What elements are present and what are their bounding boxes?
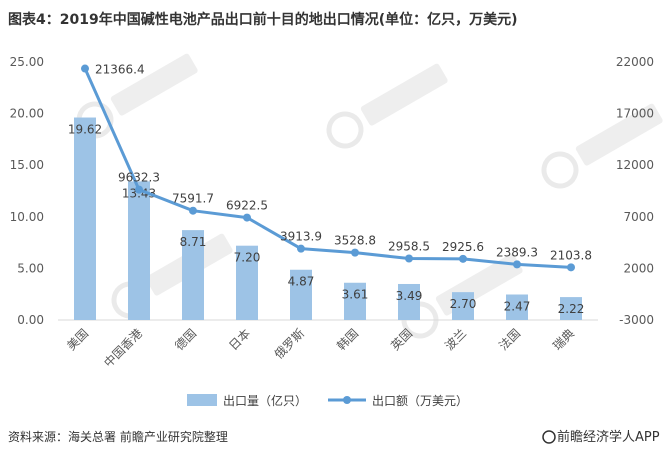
left-axis-tick-label: 0.00 bbox=[17, 313, 44, 327]
category-label: 俄罗斯 bbox=[272, 326, 307, 361]
line-value-label: 2389.3 bbox=[496, 245, 538, 259]
line-value-label: 21366.4 bbox=[95, 63, 145, 77]
line-value-label: 9632.3 bbox=[118, 171, 160, 185]
line-value-label: 3913.9 bbox=[280, 230, 322, 244]
bar-value-label: 2.22 bbox=[558, 302, 585, 316]
bar bbox=[236, 245, 258, 320]
line-point bbox=[189, 206, 197, 215]
brand-name: 前瞻经济学人APP bbox=[557, 429, 660, 445]
right-axis-tick-label: 22000 bbox=[616, 55, 654, 69]
bar-data-labels: 19.6213.438.717.204.873.613.492.702.472.… bbox=[68, 123, 585, 317]
line-data-labels: 21366.4 9632.3 7591.7 6922.5 3913.9 3528.8 295… bbox=[95, 63, 592, 263]
series-line bbox=[83, 67, 572, 269]
right-axis-tick-label: 2000 bbox=[623, 261, 654, 275]
bar-value-label: 2.47 bbox=[504, 300, 531, 314]
watermark-logo-icon bbox=[541, 151, 579, 189]
category-label: 德国 bbox=[172, 326, 200, 354]
chart-title: 图表4：2019年中国碱性电池产品出口前十目的地出口情况(单位：亿只，万美元) bbox=[8, 11, 518, 28]
category-label: 日本 bbox=[226, 326, 253, 353]
bar-series bbox=[74, 117, 582, 320]
line-value-label: 6922.5 bbox=[226, 199, 268, 213]
right-axis-tick-label: -3000 bbox=[619, 313, 654, 327]
category-label: 美国 bbox=[64, 326, 91, 353]
bar bbox=[398, 283, 420, 320]
line-point bbox=[297, 244, 305, 253]
watermark-mark bbox=[110, 53, 198, 116]
left-axis-tick-label: 5.00 bbox=[17, 261, 44, 275]
left-axis-tick-label: 20.00 bbox=[10, 107, 44, 121]
line-point bbox=[459, 254, 467, 263]
line-value-label: 7591.7 bbox=[172, 192, 214, 206]
line-value-label: 2103.8 bbox=[550, 248, 592, 262]
bar-value-label: 3.61 bbox=[342, 288, 369, 302]
line-series bbox=[81, 64, 575, 272]
category-label: 瑞典 bbox=[550, 326, 577, 353]
line-point bbox=[135, 185, 143, 194]
category-label: 波兰 bbox=[442, 326, 469, 353]
line-value-label: 2958.5 bbox=[388, 240, 430, 254]
watermark-mark bbox=[360, 63, 448, 126]
line-point bbox=[513, 260, 521, 269]
left-axis-tick-label: 15.00 bbox=[10, 158, 44, 172]
line-point bbox=[567, 263, 575, 272]
bar bbox=[290, 269, 312, 320]
left-axis-tick-label: 10.00 bbox=[10, 210, 44, 224]
legend: 出口量（亿只） 出口额（万美元） bbox=[187, 393, 468, 408]
line-point bbox=[243, 213, 251, 222]
category-labels: 美国 中国香港 德国 日本 俄罗斯 韩国 英国 波兰 法国 瑞典 bbox=[64, 326, 577, 371]
bar-value-label: 4.87 bbox=[288, 275, 315, 289]
left-y-axis: 0.00 5.00 10.00 15.00 20.00 25.00 bbox=[10, 55, 44, 327]
line-point bbox=[81, 64, 89, 73]
bar-value-label: 2.70 bbox=[450, 297, 477, 311]
right-axis-tick-label: 7000 bbox=[623, 210, 654, 224]
bar-value-label: 19.62 bbox=[68, 123, 102, 137]
bar bbox=[344, 282, 366, 320]
watermark-logo-icon bbox=[326, 111, 364, 149]
left-axis-tick-label: 25.00 bbox=[10, 55, 44, 69]
line-point bbox=[351, 248, 359, 257]
legend-bar-label: 出口量（亿只） bbox=[223, 393, 307, 408]
right-axis-tick-label: 17000 bbox=[616, 107, 654, 121]
bar-value-label: 8.71 bbox=[180, 235, 207, 249]
bar-value-label: 7.20 bbox=[234, 251, 261, 265]
bar-value-label: 3.49 bbox=[396, 289, 423, 303]
legend-bar-swatch bbox=[187, 394, 217, 406]
bar bbox=[452, 292, 474, 320]
bar bbox=[128, 181, 150, 320]
bar bbox=[506, 294, 528, 320]
watermark-mark bbox=[575, 103, 663, 166]
bar bbox=[74, 117, 96, 320]
source-note: 资料来源：海关总署 前瞻产业研究院整理 bbox=[8, 429, 228, 444]
bar bbox=[182, 230, 204, 320]
legend-line-label: 出口额（万美元） bbox=[372, 394, 468, 408]
right-axis-tick-label: 12000 bbox=[616, 158, 654, 172]
category-label: 中国香港 bbox=[101, 326, 146, 371]
bar bbox=[560, 297, 582, 320]
line-value-label: 3528.8 bbox=[334, 234, 376, 248]
brand-mark: 前瞻经济学人APP bbox=[542, 429, 660, 445]
line-point bbox=[405, 254, 413, 263]
line-value-label: 2925.6 bbox=[442, 240, 484, 254]
category-label: 韩国 bbox=[334, 326, 362, 354]
legend-line-marker bbox=[343, 396, 351, 404]
brand-logo-icon bbox=[542, 430, 556, 444]
right-y-axis: -3000 2000 7000 12000 17000 22000 bbox=[616, 55, 654, 327]
category-label: 法国 bbox=[496, 326, 523, 353]
